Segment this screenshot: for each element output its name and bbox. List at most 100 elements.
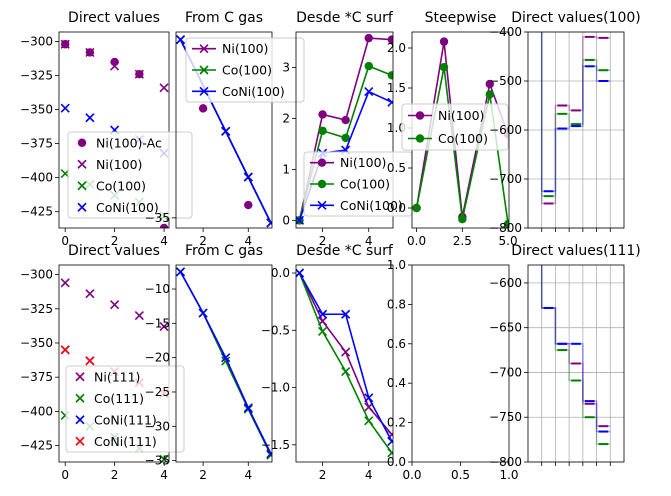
legend-marker xyxy=(199,44,209,54)
legend-marker xyxy=(77,159,87,169)
x-tick-label: 2 xyxy=(111,468,119,482)
series-step xyxy=(540,265,611,445)
y-tick-label: −500 xyxy=(489,74,522,88)
legend-label: Ni(100) xyxy=(438,108,484,123)
legend-frame xyxy=(67,131,193,219)
y-tick-label: 3 xyxy=(282,61,290,75)
x-tick-label: 5.0 xyxy=(499,234,518,248)
subplot-title: From C gas xyxy=(185,243,263,259)
y-tick-label: 0.8 xyxy=(387,297,406,311)
y-tick-label: −35 xyxy=(145,454,170,468)
y-tick-label: −400 xyxy=(489,25,522,39)
subplot-title: From C gas xyxy=(185,10,263,26)
y-tick-label: 2 xyxy=(282,112,290,126)
legend-label: Ni(111) xyxy=(94,369,140,384)
y-tick-label: −400 xyxy=(20,171,53,185)
y-tick-label: 0.0 xyxy=(271,266,290,280)
legend-label: CoNi(111) xyxy=(94,434,157,449)
y-tick-label: −750 xyxy=(489,410,522,424)
legend-marker xyxy=(77,138,87,147)
axes-frame xyxy=(295,31,394,229)
legend-marker xyxy=(415,134,425,143)
x-tick-label: 0.5 xyxy=(451,468,470,482)
plot-area xyxy=(296,268,393,458)
data-point xyxy=(485,79,494,89)
x-tick-label: 0.0 xyxy=(407,234,426,248)
x-tick-label: 2 xyxy=(111,234,119,248)
subplot-title: Direct values xyxy=(68,10,160,26)
x-tick-label: 4 xyxy=(365,468,373,482)
y-tick-label: −0.5 xyxy=(261,323,290,337)
x-tick-label: 1.0 xyxy=(499,468,518,482)
y-tick-label: 1.0 xyxy=(387,121,406,135)
y-tick-label: −350 xyxy=(20,103,53,117)
data-point xyxy=(243,403,253,413)
y-tick-label: 0.6 xyxy=(387,337,406,351)
legend: Ni(100)-Ac Ni(100) Co(100) CoNi(100) xyxy=(67,131,193,219)
data-point xyxy=(85,113,95,123)
data-point xyxy=(341,115,350,125)
y-tick-label: −800 xyxy=(489,455,522,469)
x-tick-label: 2 xyxy=(319,468,327,482)
series-step xyxy=(540,32,611,197)
legend-marker xyxy=(75,372,85,382)
y-tick-label: 1.0 xyxy=(387,258,406,272)
data-point xyxy=(296,215,305,225)
series-step xyxy=(540,32,611,205)
x-tick-label: 4 xyxy=(244,234,252,248)
y-tick-label: −1.0 xyxy=(261,381,290,395)
y-tick-label: 0.0 xyxy=(387,201,406,215)
legend-label: Ni(100) xyxy=(340,155,386,170)
subplot-10: −600 −650 −700 −750 −800 Direct values(111) xyxy=(489,243,641,469)
axes-frame xyxy=(175,264,273,463)
data-point xyxy=(134,311,144,321)
legend-label: Co(111) xyxy=(94,391,144,406)
data-point xyxy=(364,33,373,43)
legend-marker xyxy=(75,415,85,425)
data-point xyxy=(110,61,120,71)
y-tick-label: 1.5 xyxy=(387,81,406,95)
data-point xyxy=(387,71,393,80)
data-point xyxy=(317,326,328,336)
y-tick-label: 0.5 xyxy=(387,161,406,175)
legend-frame xyxy=(185,37,305,103)
subplot-2: 2 4 −35 From C gas Ni(100) Co(100) CoNi(100) xyxy=(145,10,305,248)
plot-area xyxy=(540,32,611,205)
y-tick-label: −10 xyxy=(145,282,170,296)
data-point xyxy=(364,416,374,426)
y-tick-label: −25 xyxy=(145,385,170,399)
y-tick-label: −325 xyxy=(20,302,53,316)
plot-area xyxy=(540,265,611,446)
y-tick-label: 0.0 xyxy=(387,455,406,469)
y-tick-label: 0.2 xyxy=(387,416,406,430)
subplot-8: 2 4 0.0 −0.5 −1.0 −1.5 Desde *C surf xyxy=(261,243,394,482)
data-point xyxy=(159,83,169,93)
data-point xyxy=(364,86,374,97)
legend-label: CoNi(111) xyxy=(94,412,157,427)
data-point xyxy=(134,69,144,79)
y-tick-label: −600 xyxy=(489,123,522,137)
data-point xyxy=(296,268,305,278)
series-line xyxy=(298,272,393,454)
series-line xyxy=(298,272,393,442)
y-tick-label: −425 xyxy=(20,205,53,219)
subplot-9: 0.0 0.5 1.0 0.0 0.2 0.4 0.6 0.8 1.0 xyxy=(387,258,519,482)
legend-marker xyxy=(75,436,85,446)
data-point xyxy=(60,103,70,113)
y-tick-label: −350 xyxy=(20,336,53,350)
x-tick-label: 0.0 xyxy=(402,468,421,482)
y-tick-label: −375 xyxy=(20,370,53,384)
y-tick-label: 2.0 xyxy=(387,41,406,55)
data-point xyxy=(318,126,327,135)
x-tick-label: 4 xyxy=(365,234,373,248)
legend-marker xyxy=(199,65,209,75)
data-point xyxy=(110,300,120,310)
data-point xyxy=(439,37,449,46)
y-tick-label: −1.5 xyxy=(261,438,290,452)
data-point xyxy=(221,353,231,363)
y-tick-label: −30 xyxy=(145,419,170,433)
y-tick-label: −600 xyxy=(489,276,522,290)
data-point xyxy=(176,35,186,45)
legend-marker xyxy=(317,200,327,210)
